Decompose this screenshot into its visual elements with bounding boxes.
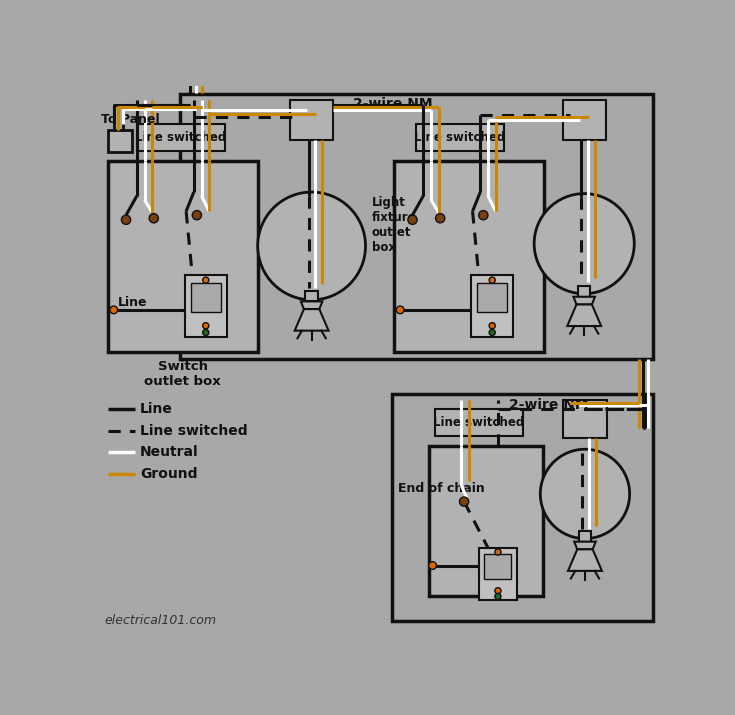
Circle shape [408, 215, 417, 225]
Bar [563, 99, 606, 139]
Bar [107, 162, 258, 352]
Bar [290, 99, 333, 139]
Text: electrical101.com: electrical101.com [104, 614, 217, 627]
Circle shape [258, 192, 365, 300]
Bar [429, 446, 542, 596]
Text: Neutral: Neutral [140, 445, 198, 459]
Circle shape [459, 497, 469, 506]
Polygon shape [568, 549, 602, 571]
Text: 2-wire NM: 2-wire NM [509, 398, 589, 412]
Bar [191, 282, 220, 312]
Text: Line switched: Line switched [415, 132, 506, 144]
Text: Line switched: Line switched [135, 132, 226, 144]
Bar [478, 548, 517, 600]
Circle shape [203, 322, 209, 329]
Bar [394, 162, 544, 352]
Bar [392, 394, 653, 621]
Circle shape [121, 215, 131, 225]
Bar [579, 531, 591, 542]
Circle shape [540, 449, 630, 538]
Circle shape [495, 549, 501, 555]
Bar [578, 286, 590, 297]
Bar [107, 130, 132, 152]
Bar [180, 94, 653, 359]
Polygon shape [301, 302, 323, 309]
Text: End of chain: End of chain [398, 482, 484, 495]
Text: Line switched: Line switched [433, 416, 524, 429]
Bar [435, 409, 523, 436]
Polygon shape [295, 309, 329, 330]
Text: Switch
outlet box: Switch outlet box [144, 360, 221, 388]
Circle shape [203, 277, 209, 283]
Bar [484, 554, 512, 579]
Bar [471, 275, 513, 337]
Bar [137, 124, 226, 152]
Circle shape [489, 330, 495, 335]
Text: Line switched: Line switched [140, 424, 248, 438]
Circle shape [396, 306, 404, 314]
Circle shape [489, 322, 495, 329]
Bar [306, 290, 318, 302]
Polygon shape [574, 542, 596, 549]
Bar [477, 282, 507, 312]
Polygon shape [567, 305, 601, 326]
Polygon shape [573, 297, 595, 305]
Bar [415, 124, 504, 152]
Text: 2-wire NM: 2-wire NM [354, 97, 433, 112]
Circle shape [110, 306, 118, 314]
Text: Line: Line [118, 296, 148, 309]
Circle shape [429, 562, 437, 569]
Bar [564, 400, 606, 438]
Text: Ground: Ground [140, 467, 198, 481]
Circle shape [495, 593, 501, 600]
Circle shape [478, 210, 488, 220]
Text: Light
fixture
outlet
box: Light fixture outlet box [372, 196, 416, 254]
Circle shape [193, 210, 201, 220]
Circle shape [436, 214, 445, 223]
Text: To Panel: To Panel [101, 113, 160, 126]
Bar [184, 275, 227, 337]
Circle shape [489, 277, 495, 283]
Circle shape [534, 194, 634, 294]
Circle shape [495, 588, 501, 594]
Circle shape [149, 214, 159, 223]
Circle shape [203, 330, 209, 335]
Text: Line: Line [140, 403, 173, 416]
